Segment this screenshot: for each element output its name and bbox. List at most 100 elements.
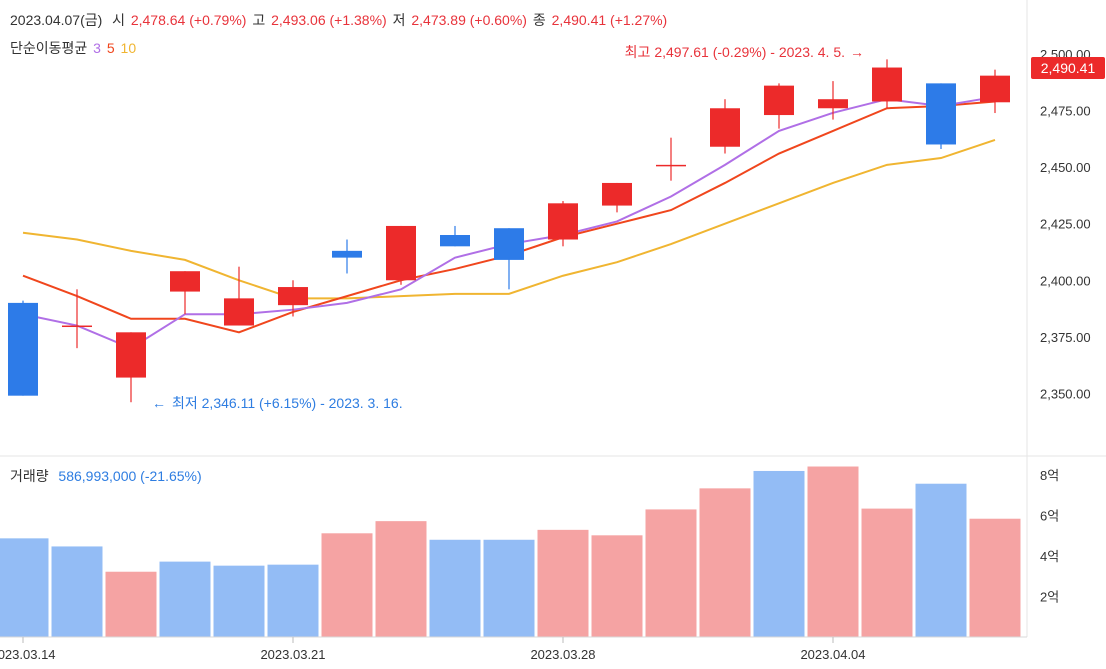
candle <box>872 59 902 109</box>
price-tick-label: 2,350.00 <box>1040 386 1091 401</box>
min-annotation: 최저 2,346.11 (+6.15%) - 2023. 3. 16. <box>172 395 403 411</box>
candle-body <box>926 83 956 145</box>
candle-body <box>548 203 578 240</box>
volume-bar <box>428 538 482 638</box>
candle <box>224 266 254 326</box>
volume-bar <box>806 465 860 638</box>
candle <box>602 182 632 213</box>
max-annotation: 최고 2,497.61 (-0.29%) - 2023. 4. 5. <box>625 44 845 60</box>
high-value: 2,493.06 (+1.38%) <box>271 12 387 28</box>
close-value: 2,490.41 (+1.27%) <box>551 12 668 28</box>
candle <box>386 225 416 285</box>
x-tick-label: 2023.03.28 <box>530 647 595 662</box>
price-tick-label: 2,425.00 <box>1040 217 1091 232</box>
price-tick-label: 2,375.00 <box>1040 330 1091 345</box>
candle-body <box>386 225 416 281</box>
volume-bar <box>860 507 914 638</box>
candle-body <box>602 182 632 206</box>
close-label: 종 <box>532 12 546 28</box>
volume-tick-label: 6억 <box>1040 509 1059 524</box>
moving-average-lines <box>22 95 996 350</box>
candle-body <box>170 271 200 292</box>
candle <box>656 137 686 181</box>
candle-body <box>440 235 470 247</box>
volume-grid: 8억 6억 4억 2억 <box>1040 468 1059 604</box>
x-tick-label: 2023.03.21 <box>260 647 325 662</box>
volume-bar <box>914 482 968 638</box>
open-label: 시 <box>112 12 125 28</box>
candle <box>8 300 38 396</box>
candle <box>548 201 578 247</box>
candle-body <box>872 67 902 102</box>
volume-bar <box>104 570 158 638</box>
volume-bar <box>482 538 536 638</box>
volume-label: 거래량 <box>10 468 49 484</box>
high-label: 고 <box>252 12 266 28</box>
candle <box>62 289 92 349</box>
candle-body <box>8 302 38 396</box>
current-price-badge <box>1031 57 1105 79</box>
volume-bar <box>0 537 50 638</box>
low-label: 저 <box>392 12 406 28</box>
volume-legend: 거래량 586,993,000 (-21.65%) <box>10 466 204 486</box>
candle <box>710 99 740 154</box>
candle-body <box>332 250 362 258</box>
volume-bar <box>590 534 644 638</box>
x-tick-label: 2023.03.14 <box>0 647 56 662</box>
price-tick-label: 2,400.00 <box>1040 273 1091 288</box>
candle <box>332 239 362 274</box>
volume-series <box>0 465 1022 638</box>
candle-body <box>62 325 92 328</box>
candle-body <box>494 228 524 260</box>
price-tick-label: 2,475.00 <box>1040 104 1091 119</box>
candle <box>278 280 308 317</box>
volume-bar <box>374 520 428 638</box>
candle-body <box>656 164 686 167</box>
candle <box>116 332 146 403</box>
price-tick-label: 2,450.00 <box>1040 160 1091 175</box>
candle-body <box>224 298 254 326</box>
ma3-legend: 3 <box>93 40 101 56</box>
ma5-line <box>22 100 996 334</box>
candle-body <box>710 108 740 147</box>
ma10-legend: 10 <box>120 40 137 56</box>
volume-bar <box>644 508 698 638</box>
volume-bar <box>158 560 212 638</box>
x-tick-label: 2023.04.04 <box>800 647 865 662</box>
min-arrow-icon: ← <box>152 395 166 411</box>
low-value: 2,473.89 (+0.60%) <box>411 12 527 28</box>
header-date: 2023.04.07(금) <box>10 12 103 28</box>
candle-body <box>278 287 308 306</box>
current-price-text: 2,490.41 <box>1041 60 1096 76</box>
volume-bar <box>752 469 806 638</box>
candle-body <box>116 332 146 378</box>
volume-bar <box>50 545 104 638</box>
ma3-line <box>22 95 996 350</box>
open-value: 2,478.64 (+0.79%) <box>130 12 247 28</box>
candle <box>926 83 956 149</box>
max-arrow-icon: → <box>850 44 864 60</box>
volume-bar <box>536 528 590 638</box>
candle <box>818 81 848 120</box>
volume-bar <box>266 563 320 638</box>
volume-bar <box>212 564 266 638</box>
candle <box>494 228 524 290</box>
volume-bar <box>320 532 374 638</box>
ma5-legend: 5 <box>106 40 115 56</box>
candlestick-series <box>8 59 1010 403</box>
ma10-line <box>22 138 996 300</box>
candle-body <box>764 85 794 116</box>
ma-legend[interactable]: 단순이동평균 3 5 10 <box>10 38 138 58</box>
volume-bar <box>698 487 752 638</box>
price-grid: 2,500.002,475.002,450.002,425.002,400.00… <box>0 47 1091 401</box>
candle <box>440 225 470 247</box>
volume-bar <box>968 517 1022 638</box>
candle-body <box>818 99 848 109</box>
volume-tick-label: 2억 <box>1040 590 1059 605</box>
volume-value: 586,993,000 (-21.65%) <box>58 468 202 484</box>
candle <box>980 69 1010 114</box>
candle <box>170 271 200 315</box>
ohlc-header: 2023.04.07(금) 시 2,478.64 (+0.79%) 고 2,49… <box>10 10 669 30</box>
